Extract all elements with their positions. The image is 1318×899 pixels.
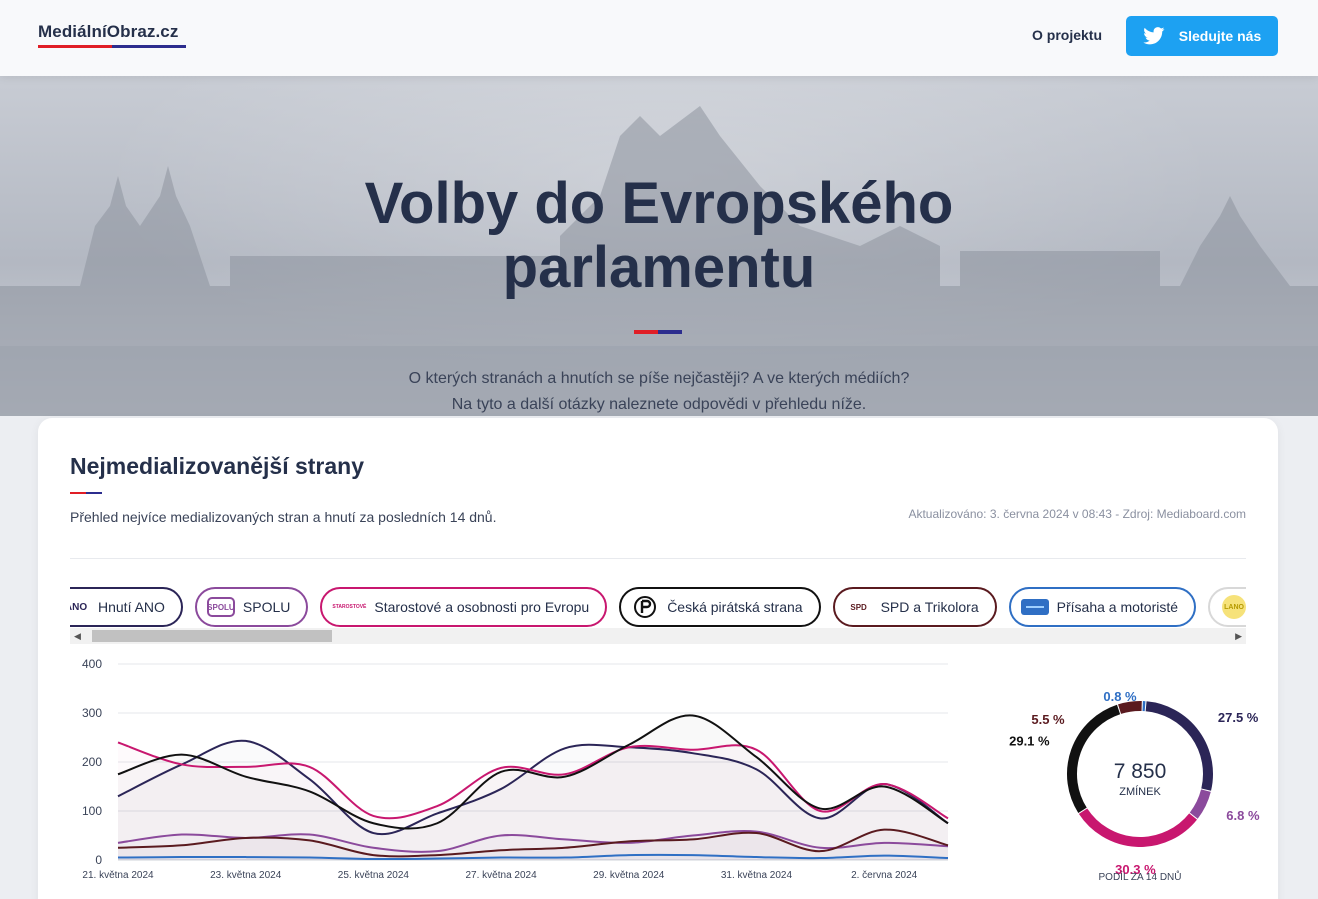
hero-subtitle-line-1: O kterých stranách a hnutích se píše nej… bbox=[408, 370, 910, 387]
ano-logo-icon: ANO bbox=[70, 597, 90, 617]
y-tick-label: 0 bbox=[95, 853, 102, 867]
title-underline bbox=[634, 330, 682, 334]
page-title: Volby do Evropského parlamentu bbox=[364, 171, 954, 300]
mentions-line-chart: 0 100 200 300 400 21. května 2024 23. května 2… bbox=[82, 657, 949, 881]
follow-us-button[interactable]: Sledujte nás bbox=[1126, 16, 1278, 56]
lano-logo-icon: LANO bbox=[1220, 595, 1246, 619]
y-tick-label: 400 bbox=[82, 657, 102, 671]
party-chip[interactable]: SPD SPD a Trikolora bbox=[832, 587, 997, 627]
x-tick-label: 27. května 2024 bbox=[465, 870, 537, 881]
party-chip[interactable]: SPOLU SPOLU bbox=[194, 587, 309, 627]
party-chip-label: SPOLU bbox=[242, 599, 291, 615]
party-chip[interactable]: Přísaha a motoristé bbox=[1008, 587, 1197, 627]
party-chip-label: SPD a Trikolora bbox=[880, 599, 979, 615]
scroll-right-arrow-icon[interactable]: ▶ bbox=[1235, 631, 1242, 641]
party-chip-label: Přísaha a motoristé bbox=[1056, 599, 1179, 615]
party-chip[interactable]: Česká pirátská strana bbox=[619, 587, 821, 627]
divider bbox=[70, 558, 1246, 559]
series-line[interactable] bbox=[117, 714, 949, 830]
site-logo[interactable]: MediálníObraz.cz bbox=[38, 22, 179, 41]
party-chip-label: Česká pirátská strana bbox=[667, 599, 803, 615]
donut-slice[interactable] bbox=[1118, 701, 1142, 714]
donut-slice-label: 6.8 % bbox=[1226, 808, 1260, 823]
mentions-label: ZMÍNEK bbox=[1119, 785, 1161, 798]
donut-slice[interactable] bbox=[1189, 789, 1211, 819]
party-chip-label: Hnutí ANO bbox=[98, 599, 165, 615]
donut-slice-label: 27.5 % bbox=[1218, 710, 1259, 725]
series-line[interactable] bbox=[117, 741, 949, 820]
stan-logo-icon: STAROSTOVÉ bbox=[332, 597, 366, 617]
donut-slice[interactable] bbox=[1067, 704, 1121, 813]
spd-logo-icon: SPD bbox=[845, 597, 873, 617]
share-donut-chart: 27.5 % 6.8 % 30.3 % 29.1 % 5.5 % 0.8 % 7 850 ZM… bbox=[1009, 689, 1260, 883]
chip-logo-text: LANO bbox=[1224, 603, 1244, 611]
donut-slice-label: 0.8 % bbox=[1103, 689, 1137, 704]
series-line[interactable] bbox=[117, 739, 949, 836]
section-title-underline bbox=[70, 492, 102, 494]
chip-logo-text: SPOLU bbox=[207, 602, 235, 612]
y-tick-label: 100 bbox=[82, 804, 102, 818]
party-filter-scroller[interactable]: ANO Hnutí ANO SPOLU SPOLU STAROSTOVÉ Starosto… bbox=[70, 586, 1246, 628]
donut-slice[interactable] bbox=[1078, 808, 1198, 847]
donut-slice-label: 5.5 % bbox=[1031, 712, 1065, 727]
x-tick-label: 25. května 2024 bbox=[338, 870, 410, 881]
twitter-icon bbox=[1142, 27, 1165, 45]
hero-subtitle: O kterých stranách a hnutích se píše nej… bbox=[259, 366, 1059, 416]
series-line[interactable] bbox=[117, 853, 949, 861]
chip-logo-text: ANO bbox=[70, 601, 88, 613]
pirate-logo-icon bbox=[631, 596, 659, 618]
nav-about-link[interactable]: O projektu bbox=[1032, 27, 1103, 43]
logo-underline bbox=[38, 45, 186, 48]
x-tick-label: 23. května 2024 bbox=[210, 870, 282, 881]
mentions-total: 7 850 bbox=[1114, 760, 1167, 783]
scroll-left-arrow-icon[interactable]: ◀ bbox=[74, 631, 81, 641]
x-tick-label: 21. května 2024 bbox=[82, 870, 154, 881]
donut-slice-label: 30.3 % bbox=[1115, 862, 1156, 877]
hero-section: Volby do Evropského parlamentu O kterých… bbox=[0, 76, 1318, 416]
party-chip[interactable]: ANO Hnutí ANO bbox=[70, 587, 183, 627]
chip-logo-text: SPD bbox=[850, 602, 867, 612]
horizontal-scrollbar[interactable]: ◀ ▶ bbox=[70, 628, 1246, 644]
party-chip-list: ANO Hnutí ANO SPOLU SPOLU STAROSTOVÉ Starosto… bbox=[70, 587, 1246, 627]
series-line[interactable] bbox=[117, 828, 949, 858]
y-tick-label: 300 bbox=[82, 706, 102, 720]
party-chip-label: Starostové a osobnosti pro Evropu bbox=[374, 599, 590, 615]
chip-logo-text: STAROSTOVÉ bbox=[332, 604, 367, 610]
party-chip[interactable]: STAROSTOVÉ Starostové a osobnosti pro Evr… bbox=[320, 587, 608, 627]
y-tick-label: 200 bbox=[82, 755, 102, 769]
scrollbar-thumb[interactable] bbox=[92, 630, 332, 642]
most-mediatized-card: Nejmedializovanější strany Přehled nejví… bbox=[38, 418, 1278, 899]
party-chip[interactable]: LANOLA bbox=[1208, 587, 1246, 627]
prague-castle-background bbox=[0, 106, 1318, 416]
x-tick-label: 2. června 2024 bbox=[851, 870, 918, 881]
donut-caption: PODÍL ZA 14 DNŮ bbox=[1099, 870, 1182, 883]
hero-subtitle-line-2: Na tyto a další otázky naleznete odpověd… bbox=[451, 396, 867, 413]
donut-slice-label: 29.1 % bbox=[1009, 734, 1050, 749]
prisaha-logo-icon bbox=[1020, 597, 1049, 617]
follow-us-label: Sledujte nás bbox=[1178, 28, 1262, 44]
section-description: Přehled nejvíce medializovaných stran a … bbox=[70, 509, 497, 525]
donut-slice[interactable] bbox=[1145, 701, 1213, 791]
section-title: Nejmedializovanější strany bbox=[70, 453, 365, 479]
x-tick-label: 29. května 2024 bbox=[593, 870, 665, 881]
update-info: Aktualizováno: 3. června 2024 v 08:43 - … bbox=[908, 507, 1246, 521]
spolu-logo-icon: SPOLU bbox=[206, 597, 235, 617]
x-tick-label: 31. května 2024 bbox=[721, 870, 793, 881]
top-bar: MediálníObraz.cz O projektu Sledujte nás bbox=[0, 0, 1318, 76]
